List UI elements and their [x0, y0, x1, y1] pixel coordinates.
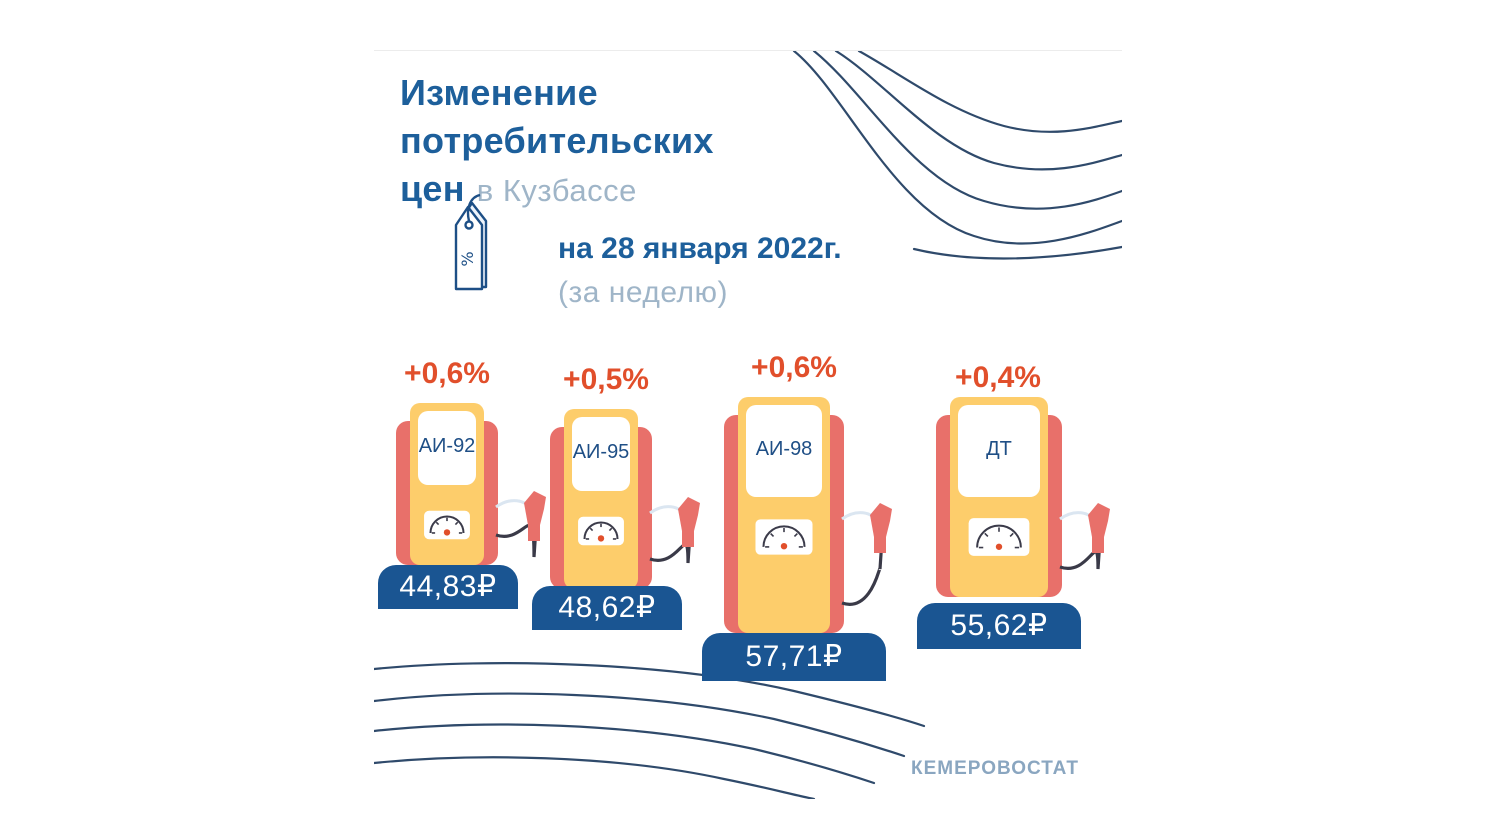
date-main: на 28 января 2022г. — [558, 232, 842, 265]
fuel-price-1: 48,62₽ — [532, 586, 682, 630]
nozzle-icon — [524, 491, 546, 525]
price-change-1: +0,5% — [563, 363, 649, 396]
nozzle-icon — [678, 497, 700, 531]
fuel-type-1: АИ-95 — [572, 441, 630, 463]
fuel-price-0: 44,83₽ — [378, 565, 518, 609]
fuel-price-2: 57,71₽ — [702, 633, 886, 681]
fuel-type-3: ДТ — [986, 438, 1012, 460]
gauge-icon — [755, 519, 813, 555]
pump-label-panel — [418, 411, 476, 485]
price-change-3: +0,4% — [955, 361, 1041, 394]
pump-hose — [841, 538, 884, 606]
fuel-pump-0 — [396, 403, 546, 565]
gauge-icon — [424, 510, 470, 540]
pump-label-panel — [746, 405, 822, 497]
fuel-pump-1 — [550, 409, 700, 589]
gauge-icon — [968, 518, 1030, 556]
nozzle-icon — [870, 503, 892, 537]
title-line-1: Изменение — [400, 72, 598, 113]
title-line-3: цен в Кузбассе — [400, 171, 637, 207]
pump-hose — [1059, 538, 1102, 570]
infographic-card: Изменение потребительских цен в Кузбассе … — [374, 50, 1122, 799]
pump-label-panel — [958, 405, 1040, 497]
price-change-2: +0,6% — [751, 351, 837, 384]
brand-label: КЕМЕРОВОСТАТ — [911, 758, 1080, 779]
fuel-type-2: АИ-98 — [755, 438, 813, 460]
fuel-type-0: АИ-92 — [418, 435, 476, 457]
pump-label-panel — [572, 417, 630, 491]
fuel-price-3: 55,62₽ — [917, 603, 1081, 649]
title-line-3-light: в Кузбассе — [476, 173, 637, 208]
pump-hose — [649, 532, 692, 564]
fuel-pump-3 — [936, 397, 1110, 597]
nozzle-icon — [1088, 503, 1110, 537]
pump-hose — [495, 523, 538, 558]
gauge-icon — [578, 516, 624, 546]
price-change-0: +0,6% — [404, 357, 490, 390]
title-line-3-bold: цен — [400, 168, 465, 209]
price-tag-icon: % — [454, 193, 488, 291]
title-line-2: потребительских — [400, 120, 714, 161]
percent-symbol: % — [458, 251, 477, 266]
fuel-pump-2 — [724, 397, 892, 633]
date-sub: (за неделю) — [558, 276, 729, 309]
